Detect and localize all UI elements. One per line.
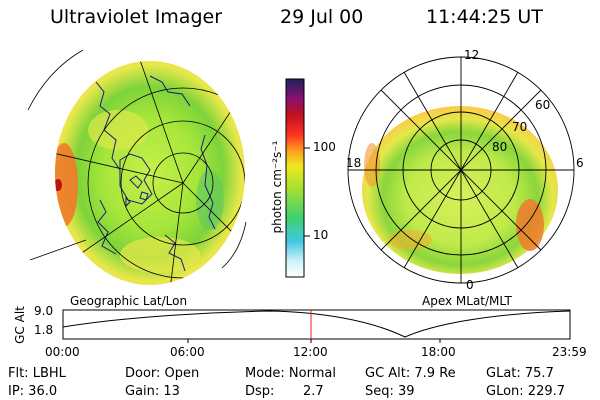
altitude-curve bbox=[62, 310, 571, 338]
colorbar bbox=[285, 78, 310, 278]
info-glon: GLon: 229.7 bbox=[486, 384, 566, 399]
mlat-label-60: 60 bbox=[535, 98, 551, 112]
x-tick-0600: 06:00 bbox=[170, 345, 205, 359]
altitude-ylabel: GC Alt bbox=[13, 306, 27, 344]
info-ip: IP: 36.0 bbox=[8, 384, 58, 399]
x-tick-1800: 18:00 bbox=[421, 345, 456, 359]
info-door: Door: Open bbox=[125, 366, 200, 381]
info-flt: Flt: LBHL bbox=[8, 366, 66, 381]
info-gain: Gain: 13 bbox=[125, 384, 180, 399]
colorbar-tick-10: 10 bbox=[313, 228, 329, 242]
right-panel-caption: Apex MLat/MLT bbox=[422, 294, 512, 308]
x-tick-0000: 00:00 bbox=[45, 345, 80, 359]
info-dsp-value: 2.7 bbox=[303, 384, 324, 399]
mlat-label-70: 70 bbox=[512, 120, 528, 134]
altitude-y-top: 9.0 bbox=[34, 304, 54, 318]
mlt-label-0: 0 bbox=[466, 278, 474, 292]
info-dsp-label: Dsp: bbox=[245, 384, 275, 399]
x-tick-1200: 12:00 bbox=[293, 345, 328, 359]
info-seq: Seq: 39 bbox=[365, 384, 415, 399]
apex-image bbox=[345, 56, 577, 301]
info-glat: GLat: 75.7 bbox=[486, 366, 554, 381]
time-label: 11:44:25 UT bbox=[426, 6, 543, 28]
mlt-label-12: 12 bbox=[464, 48, 480, 62]
mlt-label-18: 18 bbox=[346, 156, 362, 170]
geographic-image bbox=[27, 49, 247, 285]
colorbar-unit-label: photon cm⁻²s⁻¹ bbox=[270, 140, 284, 234]
info-gc-alt: GC Alt: 7.9 Re bbox=[365, 366, 456, 381]
left-panel-caption: Geographic Lat/Lon bbox=[70, 294, 188, 308]
altitude-y-bottom: 1.8 bbox=[34, 323, 54, 337]
app-title: Ultraviolet Imager bbox=[50, 6, 223, 28]
mlt-label-6: 6 bbox=[576, 156, 584, 170]
mlat-label-80: 80 bbox=[492, 140, 508, 154]
colorbar-tick-100: 100 bbox=[313, 140, 336, 154]
x-tick-2359: 23:59 bbox=[552, 345, 587, 359]
altitude-plot bbox=[62, 309, 571, 343]
date-label: 29 Jul 00 bbox=[280, 6, 364, 28]
header: Ultraviolet Imager 29 Jul 00 11:44:25 UT bbox=[0, 6, 600, 30]
info-mode: Mode: Normal bbox=[245, 366, 336, 381]
